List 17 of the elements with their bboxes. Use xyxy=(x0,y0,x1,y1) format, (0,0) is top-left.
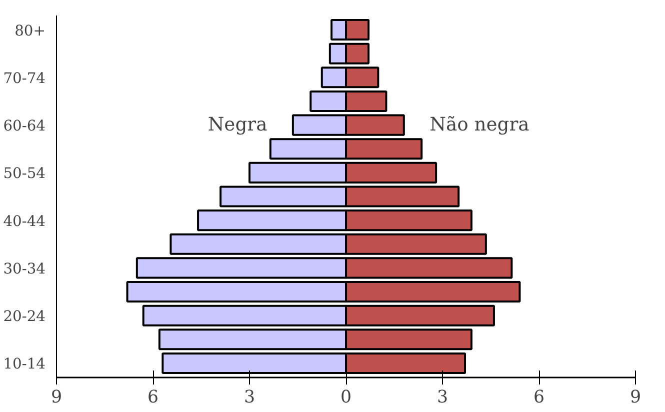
y-tick-label: 60-64 xyxy=(3,118,46,135)
y-tick-label: 40-44 xyxy=(3,212,46,230)
x-tick-label: 6 xyxy=(533,388,545,408)
x-tick-label: 9 xyxy=(50,388,62,408)
y-tick-label: 30-34 xyxy=(3,260,46,278)
x-tick-label: 0 xyxy=(340,388,352,408)
x-tick-label: 6 xyxy=(147,388,159,408)
y-tick-label: 50-54 xyxy=(3,165,46,182)
x-tick-label: 3 xyxy=(244,388,256,408)
y-tick-label: 80+ xyxy=(14,22,46,40)
series-label: Não negra xyxy=(430,114,530,136)
x-tick-label: 3 xyxy=(436,388,448,408)
x-tick-label: 9 xyxy=(630,388,642,408)
y-tick-label: 20-24 xyxy=(3,308,46,326)
series-label: Negra xyxy=(208,114,268,136)
y-tick-label: 10-14 xyxy=(3,356,46,373)
y-tick-label: 70-74 xyxy=(3,70,46,87)
